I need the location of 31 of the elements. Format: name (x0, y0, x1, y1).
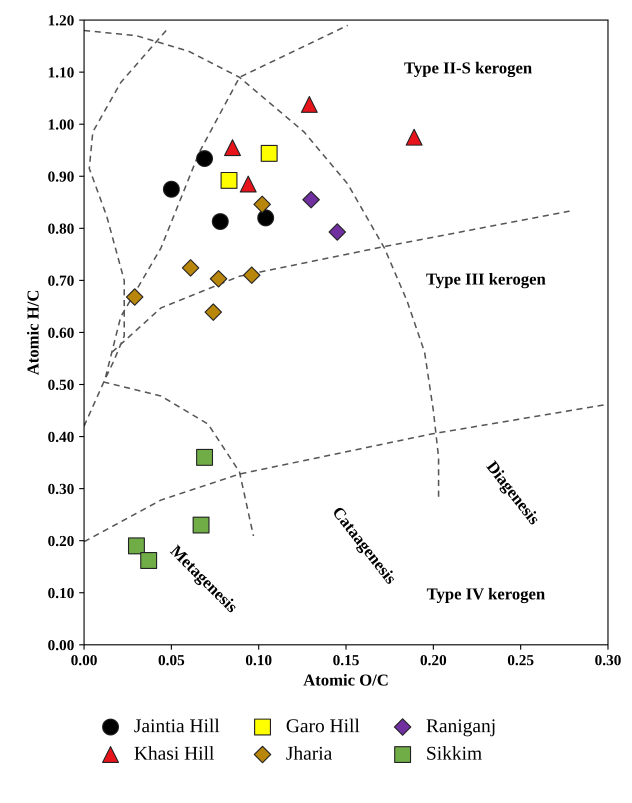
x-tick-label: 0.10 (246, 654, 272, 666)
y-tick-label: 1.10 (48, 67, 74, 78)
legend-label: Jharia (286, 746, 332, 760)
legend-label: Garo Hill (286, 718, 360, 732)
legend-label: Jaintia Hill (134, 718, 220, 732)
y-tick-label: 1.00 (48, 119, 74, 130)
y-tick-label: 0.70 (48, 276, 74, 286)
annotation: Type IV kerogen (426, 588, 545, 604)
x-axis-title: Atomic O/C (303, 674, 388, 686)
y-tick-label: 0.00 (48, 640, 74, 650)
legend-label: Raniganj (426, 719, 494, 736)
y-tick-label: 0.60 (48, 328, 74, 338)
y-tick-label: 0.80 (48, 223, 74, 234)
x-tick-label: 0.15 (333, 654, 359, 666)
legend-label: Sikkim (427, 746, 482, 760)
x-tick-label: 0.20 (420, 654, 446, 666)
annotation: Type III kerogen (426, 272, 546, 288)
annotation: Type II-S kerogen (404, 62, 532, 78)
x-tick-label: 0.25 (508, 654, 534, 666)
y-tick-label: 0.40 (48, 432, 74, 442)
x-tick-label: 0.05 (158, 654, 184, 666)
legend-label: Khasi Hill (134, 746, 214, 760)
x-tick-label: 0.30 (595, 654, 621, 666)
x-tick-label: 0.00 (71, 654, 97, 666)
y-tick-label: 1.20 (48, 15, 74, 26)
y-tick-label: 0.10 (48, 588, 74, 598)
y-tick-label: 0.50 (48, 380, 74, 390)
y-tick-label: 0.20 (48, 536, 74, 546)
y-tick-label: 0.30 (48, 484, 74, 494)
y-axis-title: Atomic H/C (26, 290, 39, 376)
y-tick-label: 0.90 (48, 171, 74, 182)
